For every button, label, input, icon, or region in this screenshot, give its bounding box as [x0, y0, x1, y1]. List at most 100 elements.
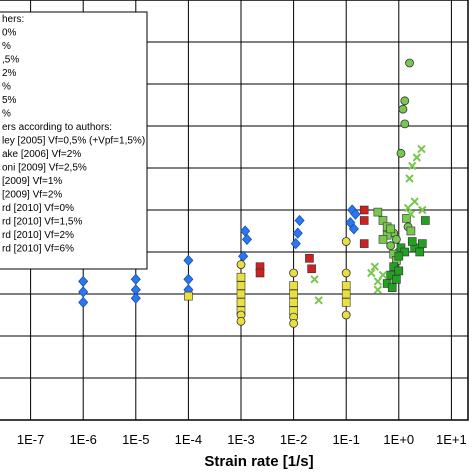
x-axis-label: Strain rate [1/s]	[204, 453, 313, 470]
data-point-circle	[236, 260, 246, 270]
data-point-diamond	[292, 227, 303, 239]
legend-entry: ,5%	[2, 55, 19, 66]
legend-entry: rd [2010] Vf=6%	[2, 244, 74, 255]
legend-entries: hers: 0%% ,5% 2%% 5%% ers according to author…	[2, 14, 145, 255]
data-point-diamond	[241, 233, 253, 245]
legend-entry: ley [2005] Vf=0,5% (+Vpf=1,5%)	[2, 136, 145, 147]
data-point-square	[184, 291, 193, 301]
data-point-square	[289, 281, 298, 290]
legend-entry: 5%	[2, 95, 17, 106]
data-point-circle	[400, 96, 410, 106]
data-point-square	[394, 251, 404, 261]
data-point-x	[367, 268, 376, 278]
data-point-square	[406, 226, 416, 236]
data-point-circle	[391, 234, 401, 244]
x-tick-label: 1E+1	[436, 432, 467, 447]
data-point-diamond	[130, 292, 141, 304]
legend-entry: rd [2010] Vf=0%	[2, 203, 74, 214]
data-point-circle	[396, 148, 406, 158]
data-point-diamond	[78, 296, 89, 308]
data-point-diamond	[290, 238, 301, 250]
legend-box	[0, 11, 148, 270]
data-point-square	[255, 268, 265, 278]
data-point-square	[386, 224, 395, 234]
data-point-circle	[400, 119, 410, 129]
data-point-x	[373, 277, 383, 286]
data-point-square	[359, 216, 369, 225]
legend-entry: %	[2, 82, 11, 93]
x-tick-label: 1E-7	[17, 432, 44, 447]
data-point-square	[307, 264, 316, 274]
data-point-circle	[236, 316, 246, 326]
data-point-circle	[289, 318, 299, 328]
legend-entry: ake [2006] Vf=2%	[2, 149, 81, 160]
data-point-diamond	[348, 223, 359, 235]
data-point-circle	[386, 241, 396, 251]
data-point-square	[418, 239, 427, 248]
data-point-square	[289, 298, 298, 307]
x-tick-label: 1E+0	[383, 432, 414, 447]
legend-entry: 2%	[2, 68, 17, 79]
data-point-diamond	[240, 225, 251, 237]
legend-entry: [2009] Vf=1%	[2, 176, 62, 187]
legend-entry: ers according to authors:	[2, 122, 112, 133]
data-point-square	[392, 274, 401, 284]
x-tick-label: 1E-3	[227, 432, 254, 447]
data-point-square	[236, 272, 246, 282]
legend-entry: [2009] Vf=2%	[2, 190, 62, 201]
data-point-square	[373, 207, 383, 217]
data-point-square	[236, 298, 246, 307]
x-tick-label: 1E-2	[280, 432, 307, 447]
legend-entry: rd [2010] Vf=2%	[2, 230, 74, 241]
legend: hers: 0%% ,5% 2%% 5%% ers according to author…	[0, 11, 148, 270]
data-point-square	[359, 205, 369, 215]
data-point-circle	[289, 268, 299, 278]
legend-entry: %	[2, 109, 11, 120]
data-point-circle	[341, 268, 351, 278]
x-tick-label: 1E-5	[122, 432, 149, 447]
data-point-x	[408, 161, 417, 171]
data-point-square	[415, 247, 425, 257]
legend-entry: rd [2010] Vf=1,5%	[2, 217, 82, 228]
data-point-diamond	[350, 208, 361, 220]
data-point-x	[310, 275, 319, 284]
plot-frame	[0, 0, 469, 421]
data-point-x	[405, 174, 414, 183]
data-points	[78, 58, 430, 328]
data-point-x	[373, 285, 383, 295]
x-tick-label: 1E-4	[175, 432, 202, 447]
data-point-square	[394, 266, 404, 276]
data-point-square	[341, 289, 351, 299]
data-point-circle	[341, 237, 351, 246]
data-point-square	[359, 239, 369, 248]
data-point-diamond	[294, 214, 305, 227]
legend-entry: 0%	[2, 28, 17, 39]
data-point-square	[407, 237, 417, 246]
data-point-x	[417, 144, 426, 154]
data-point-square	[289, 289, 298, 299]
data-point-circle	[341, 310, 351, 320]
data-point-x	[314, 296, 323, 305]
x-tick-label: 1E-1	[332, 432, 359, 447]
data-point-x	[410, 197, 419, 206]
legend-entry: oni [2009] Vf=2,5%	[2, 163, 87, 174]
data-point-x	[412, 153, 422, 162]
data-point-x	[418, 205, 427, 215]
data-point-diamond	[183, 254, 194, 266]
data-point-square	[402, 214, 411, 223]
data-point-x	[406, 209, 416, 219]
data-point-x	[370, 262, 380, 271]
data-point-x	[403, 203, 413, 213]
data-point-square	[421, 216, 430, 225]
data-point-square	[341, 281, 351, 290]
data-point-square	[378, 235, 388, 244]
data-point-square	[236, 289, 246, 299]
legend-entry: %	[2, 41, 11, 52]
x-tick-labels: 1E-7 1E-6 1E-5 1E-4 1E-3 1E-2 1E-1 1E+0 1E+1	[17, 432, 467, 447]
data-point-square	[341, 298, 351, 307]
legend-entry: hers:	[2, 14, 24, 25]
x-tick-label: 1E-6	[69, 432, 96, 447]
data-point-circle	[405, 58, 414, 68]
data-point-square	[236, 281, 246, 290]
